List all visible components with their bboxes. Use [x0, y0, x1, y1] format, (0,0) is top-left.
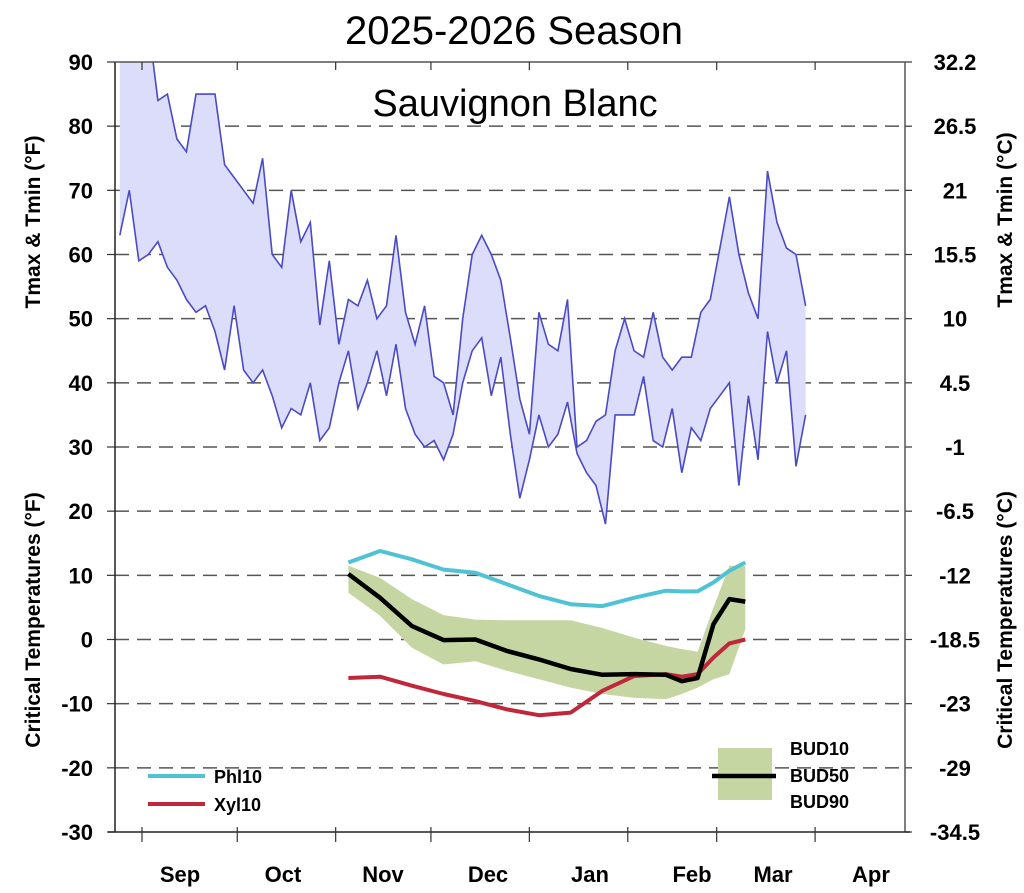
- legend-label-bud50: BUD50: [790, 766, 849, 786]
- y-tick-label-right: 15.5: [934, 243, 977, 268]
- x-tick-label: Oct: [265, 862, 302, 887]
- x-tick-label: Jan: [571, 862, 609, 887]
- y-tick-label-left: 30: [69, 435, 93, 460]
- y-tick-label-left: -30: [61, 820, 93, 845]
- y-tick-label-right: 10: [943, 307, 967, 332]
- y-tick-label-right: 21: [943, 178, 967, 203]
- xyl10-line: [348, 637, 746, 718]
- x-tick-label: Apr: [852, 862, 890, 887]
- legend: Phl10 Xyl10 BUD10 BUD50 BUD90: [148, 739, 849, 815]
- y-tick-label-left: 50: [69, 307, 93, 332]
- bud50-line: [347, 572, 746, 684]
- x-tick-label: Mar: [753, 862, 793, 887]
- y-axis-title-left-top: Tmax & Tmin (°F): [22, 136, 45, 309]
- y-tick-label-right: 4.5: [940, 371, 971, 396]
- y-tick-label-right: -1: [945, 435, 965, 460]
- legend-label-phl10: Phl10: [214, 767, 262, 787]
- y-tick-label-right: -29: [939, 756, 971, 781]
- y-tick-label-right: -12: [939, 563, 971, 588]
- bud10-bud90-band: [348, 565, 746, 700]
- y-tick-label-left: 60: [69, 243, 93, 268]
- y-tick-label-right: -18.5: [930, 628, 980, 653]
- chart-subtitle: Sauvignon Blanc: [372, 83, 657, 125]
- legend-label-xyl10: Xyl10: [214, 795, 261, 815]
- phl10-line: [347, 549, 747, 609]
- y-tick-label-left: -10: [61, 692, 93, 717]
- y-tick-label-right: -6.5: [936, 499, 974, 524]
- y-tick-label-left: 20: [69, 499, 93, 524]
- y-tick-label-right: -34.5: [930, 820, 980, 845]
- y-tick-label-left: 80: [69, 114, 93, 139]
- y-tick-label-right: 26.5: [934, 114, 977, 139]
- y-tick-label-left: -20: [61, 756, 93, 781]
- y-tick-label-left: 90: [69, 50, 93, 75]
- tmin-line: [119, 190, 807, 525]
- x-tick-label: Feb: [672, 862, 711, 887]
- y-tick-label-left: 70: [69, 178, 93, 203]
- y-tick-label-left: 40: [69, 371, 93, 396]
- y-tick-label-right: -23: [939, 692, 971, 717]
- y-axis-title-right-top: Tmax & Tmin (°C): [994, 132, 1017, 307]
- critical-temperature-series: [347, 549, 747, 718]
- x-tick-label: Sep: [160, 862, 200, 887]
- x-tick-label: Nov: [362, 862, 404, 887]
- tmax-line: [152, 62, 807, 449]
- x-tick-label: Dec: [468, 862, 508, 887]
- legend-label-bud90: BUD90: [790, 792, 849, 812]
- legend-label-bud10: BUD10: [790, 739, 849, 759]
- y-tick-label-right: 32.2: [934, 50, 977, 75]
- y-tick-label-left: 0: [81, 628, 93, 653]
- chart-title: 2025-2026 Season: [345, 9, 683, 53]
- temperature-series: [119, 62, 807, 525]
- y-axis-title-right-bottom: Critical Temperatures (°C): [994, 491, 1017, 749]
- y-tick-label-left: 10: [69, 563, 93, 588]
- y-axis-title-left-bottom: Critical Temperatures (°F): [22, 492, 45, 747]
